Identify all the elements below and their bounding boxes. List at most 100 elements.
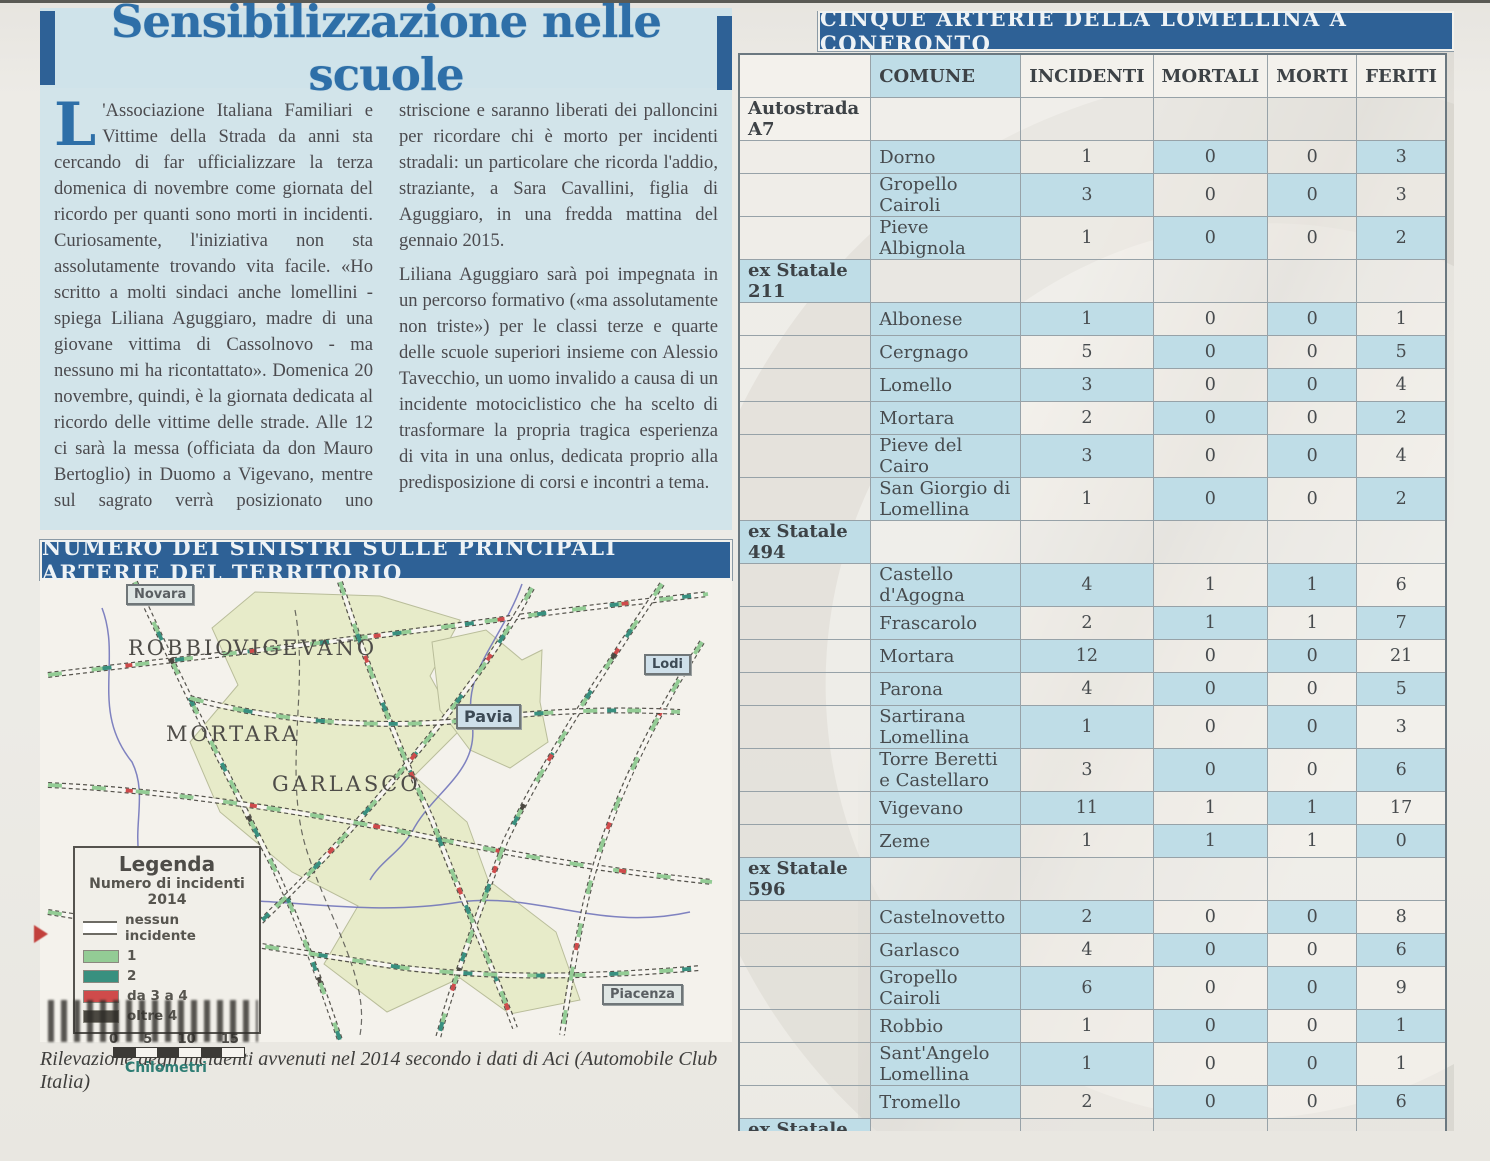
table-row: Mortara 12 0 0 21 — [738, 639, 1447, 673]
table-row: Garlasco 4 0 0 6 — [738, 933, 1447, 967]
table-row: Lomello 3 0 0 4 — [738, 368, 1447, 402]
value-cell: 0 — [1152, 639, 1269, 673]
scale-unit: Chilometri — [125, 1060, 207, 1076]
place-label-vigevano: VIGEVANO — [233, 636, 378, 660]
value-cell: 4 — [1020, 672, 1154, 706]
value-cell: 0 — [1152, 434, 1269, 478]
comune-cell: Torre Beretti e Castellaro — [870, 748, 1022, 792]
article-title: Sensibilizzazione nelle scuole — [110, 0, 662, 101]
legend-subtitle: Numero di incidenti 2014 — [89, 876, 245, 908]
value-cell: 6 — [1356, 933, 1447, 967]
value-cell: 7 — [1356, 606, 1447, 640]
right-column: CINQUE ARTERIE DELLA LOMELLINA A CONFRON… — [738, 11, 1454, 1131]
arterie-table: COMUNE INCIDENTI MORTALI MORTI FERITI Au… — [738, 53, 1447, 1131]
table-row: Gropello Cairoli 3 0 0 3 — [738, 173, 1447, 217]
value-cell: 1 — [1267, 824, 1358, 858]
value-cell: 5 — [1356, 335, 1447, 369]
province-boundary — [294, 609, 363, 1036]
value-cell: 1 — [1020, 705, 1154, 749]
value-cell: 0 — [1267, 216, 1358, 260]
table-row: Pieve Albignola 1 0 0 2 — [738, 216, 1447, 260]
value-cell: 6 — [1356, 563, 1447, 607]
value-cell: 0 — [1152, 173, 1269, 217]
table-row: Albonese 1 0 0 1 — [738, 302, 1447, 336]
value-cell: 6 — [1356, 748, 1447, 792]
value-cell: 2 — [1356, 216, 1447, 260]
header-empty — [738, 53, 872, 98]
value-cell: 3 — [1020, 173, 1154, 217]
headline-strip: Sensibilizzazione nelle scuole — [40, 0, 732, 101]
value-cell: 1 — [1267, 791, 1358, 825]
table-row: Frascarolo 2 1 1 7 — [738, 606, 1447, 640]
header-comune: COMUNE — [870, 53, 1022, 98]
value-cell: 1 — [1267, 563, 1358, 607]
comune-cell: Pieve Albignola — [870, 216, 1022, 260]
comune-cell: Sant'Angelo Lomellina — [870, 1042, 1022, 1086]
value-cell: 0 — [1267, 368, 1358, 402]
value-cell: 1 — [1356, 1009, 1447, 1043]
section-label: ex Statale 596 — [738, 857, 872, 901]
table-title: CINQUE ARTERIE DELLA LOMELLINA A CONFRON… — [820, 11, 1348, 56]
value-cell: 0 — [1152, 477, 1269, 521]
margin-arrow-mark — [34, 925, 48, 943]
table-row: San Giorgio di Lomellina 1 0 0 2 — [738, 477, 1447, 521]
value-cell: 1 — [1020, 824, 1154, 858]
map-graphic — [40, 580, 732, 1042]
value-cell: 1 — [1152, 606, 1269, 640]
value-cell: 12 — [1020, 639, 1154, 673]
value-cell: 1 — [1356, 302, 1447, 336]
table-title-bar: CINQUE ARTERIE DELLA LOMELLINA A CONFRON… — [817, 11, 1454, 56]
value-cell: 0 — [1267, 1085, 1358, 1119]
value-cell: 0 — [1152, 1009, 1269, 1043]
value-cell: 0 — [1152, 966, 1269, 1010]
table-row: Sartirana Lomellina 1 0 0 3 — [738, 705, 1447, 749]
value-cell: 0 — [1152, 401, 1269, 435]
value-cell: 0 — [1267, 748, 1358, 792]
drop-cap: L — [54, 90, 97, 160]
legend-swatch-1 — [83, 949, 119, 963]
value-cell: 0 — [1152, 933, 1269, 967]
value-cell: 1 — [1152, 563, 1269, 607]
river-ticino — [369, 583, 523, 881]
legend-title: Legenda — [118, 852, 216, 876]
pavia-region — [431, 629, 549, 769]
value-cell: 3 — [1020, 748, 1154, 792]
value-cell: 4 — [1356, 434, 1447, 478]
value-cell: 0 — [1267, 477, 1358, 521]
article-body: L 'Associazione Italiana Familiari e Vitt… — [40, 88, 732, 530]
value-cell: 0 — [1267, 302, 1358, 336]
value-cell: 0 — [1152, 140, 1269, 174]
value-cell: 6 — [1356, 1085, 1447, 1119]
table-row: Robbio 1 0 0 1 — [738, 1009, 1447, 1043]
value-cell: 0 — [1267, 335, 1358, 369]
value-cell: 11 — [1020, 791, 1154, 825]
comune-cell: Parona — [870, 672, 1022, 706]
comune-cell: Sartirana Lomellina — [870, 705, 1022, 749]
table-row: Tromello 2 0 0 6 — [738, 1085, 1447, 1119]
value-cell: 0 — [1267, 966, 1358, 1010]
value-cell: 1 — [1020, 477, 1154, 521]
value-cell: 0 — [1152, 302, 1269, 336]
value-cell: 0 — [1267, 933, 1358, 967]
section-label: ex Statale 494 — [738, 520, 872, 564]
value-cell: 3 — [1356, 140, 1447, 174]
value-cell: 0 — [1267, 434, 1358, 478]
value-cell: 5 — [1356, 672, 1447, 706]
place-label-pavia: Pavia — [456, 704, 521, 729]
comune-cell: Albonese — [870, 302, 1022, 336]
value-cell: 0 — [1152, 672, 1269, 706]
comune-cell: Gropello Cairoli — [870, 966, 1022, 1010]
value-cell: 1 — [1020, 1009, 1154, 1043]
section-label: Autostrada A7 — [738, 97, 872, 141]
table-row: Dorno 1 0 0 3 — [738, 140, 1447, 174]
header-morti: MORTI — [1267, 53, 1358, 98]
value-cell: 6 — [1020, 966, 1154, 1010]
value-cell: 0 — [1267, 900, 1358, 934]
value-cell: 4 — [1020, 563, 1154, 607]
value-cell: 1 — [1152, 824, 1269, 858]
value-cell: 5 — [1020, 335, 1154, 369]
value-cell: 9 — [1356, 966, 1447, 1010]
value-cell: 17 — [1356, 791, 1447, 825]
comune-cell: Lomello — [870, 368, 1022, 402]
value-cell: 0 — [1267, 672, 1358, 706]
